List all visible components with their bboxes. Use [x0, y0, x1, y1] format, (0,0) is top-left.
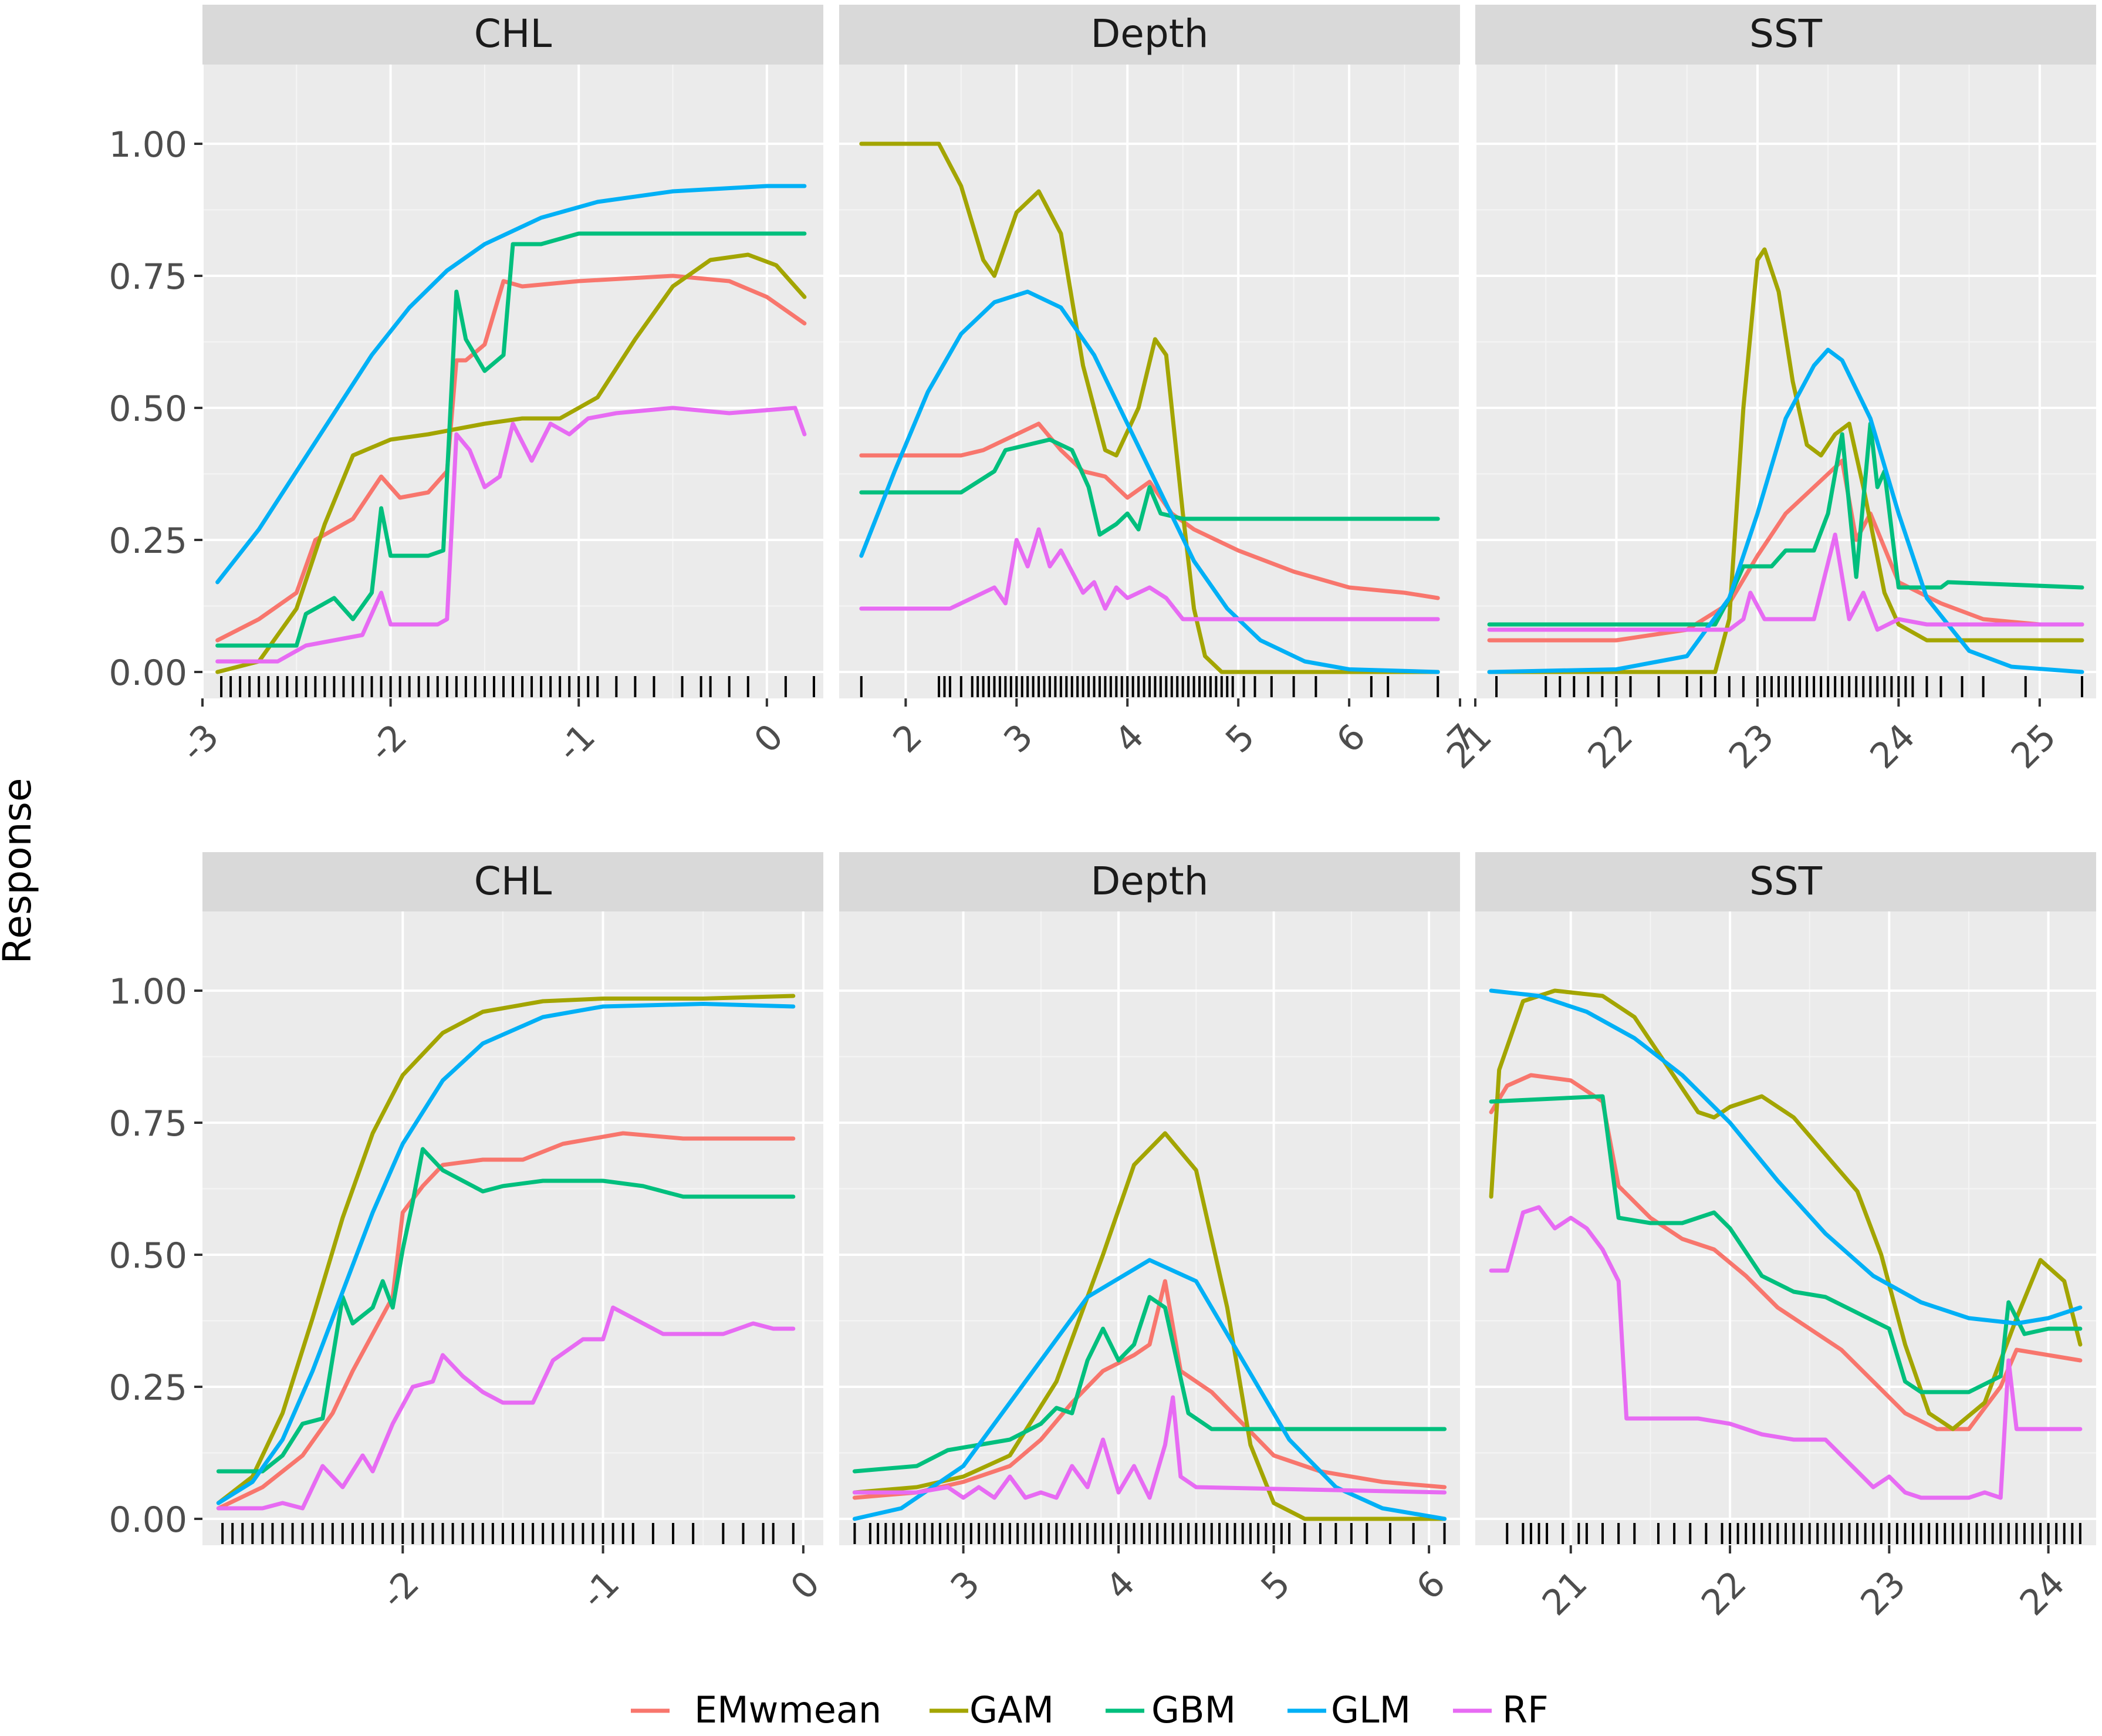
facet-strip — [839, 852, 1460, 912]
y-tick-label: 0.75 — [109, 1103, 187, 1144]
series-group — [852, 1131, 1447, 1521]
series-group — [215, 184, 807, 674]
series-line-emwmean — [852, 1279, 1447, 1500]
series-line-gam — [216, 994, 796, 1505]
series-line-gbm — [215, 231, 807, 648]
series-line-emwmean — [1489, 1073, 2083, 1431]
panel-background — [202, 911, 823, 1545]
series-line-glm — [1489, 988, 2083, 1326]
panel-background — [839, 65, 1460, 698]
series-line-rf — [852, 1395, 1447, 1500]
facet-title: Depth — [1090, 859, 1208, 904]
series-line-rf — [859, 527, 1440, 622]
legend-label-rf: RF — [1502, 1688, 1549, 1731]
series-line-rf — [216, 1305, 796, 1511]
legend: EMwmean GAM GBM GLM RF — [631, 1688, 1549, 1731]
series-line-gbm — [216, 1147, 796, 1474]
series-line-gam — [859, 141, 1440, 674]
facet-title: SST — [1749, 859, 1823, 904]
y-tick-label: 0.75 — [109, 256, 187, 298]
series-line-emwmean — [216, 1131, 796, 1511]
y-tick-label: 0.50 — [109, 389, 187, 430]
y-tick-label: 0.00 — [109, 1499, 187, 1541]
facet-title: CHL — [474, 859, 552, 904]
series-line-gam — [1489, 988, 2083, 1431]
series-line-gam — [215, 252, 807, 674]
facet-strip — [202, 852, 823, 912]
series-line-rf — [1487, 532, 2084, 632]
series-line-gbm — [852, 1295, 1447, 1474]
facet-title: SST — [1749, 11, 1823, 56]
legend-label-glm: GLM — [1331, 1688, 1411, 1731]
y-tick-label: 0.25 — [109, 521, 187, 562]
series-line-gbm — [1487, 421, 2084, 627]
series-line-gam — [1487, 247, 2084, 674]
facet-title: CHL — [474, 11, 552, 56]
legend-label-emwmean: EMwmean — [694, 1688, 881, 1731]
series-group — [216, 994, 796, 1511]
facet-strip — [839, 5, 1460, 65]
facet-title: Depth — [1090, 11, 1208, 56]
series-group — [1489, 988, 2083, 1500]
series-line-glm — [215, 184, 807, 585]
panel-background — [839, 911, 1460, 1545]
facet-strip — [202, 5, 823, 65]
series-line-glm — [1487, 347, 2084, 674]
series-line-glm — [216, 1002, 796, 1505]
y-tick-label: 0.25 — [109, 1367, 187, 1409]
series-line-gbm — [859, 437, 1440, 537]
y-tick-label: 1.00 — [109, 124, 187, 166]
series-line-gbm — [1489, 1094, 2083, 1394]
series-line-emwmean — [859, 421, 1440, 600]
series-group — [1487, 247, 2084, 674]
facet-strip — [1475, 852, 2096, 912]
y-tick-label: 0.50 — [109, 1235, 187, 1276]
series-line-gam — [852, 1131, 1447, 1521]
y-axis-title: Response — [0, 778, 40, 964]
y-tick-label: 1.00 — [109, 971, 187, 1012]
panel-background — [202, 65, 823, 698]
series-line-rf — [1489, 1205, 2083, 1500]
y-tick-label: 0.00 — [109, 653, 187, 694]
series-line-glm — [859, 289, 1440, 674]
facet-strip — [1475, 5, 2096, 65]
series-line-rf — [215, 406, 807, 664]
legend-label-gam: GAM — [969, 1688, 1054, 1731]
legend-label-gbm: GBM — [1151, 1688, 1236, 1731]
series-group — [859, 141, 1440, 674]
series-line-emwmean — [1487, 458, 2084, 643]
panel-background — [1475, 65, 2096, 698]
